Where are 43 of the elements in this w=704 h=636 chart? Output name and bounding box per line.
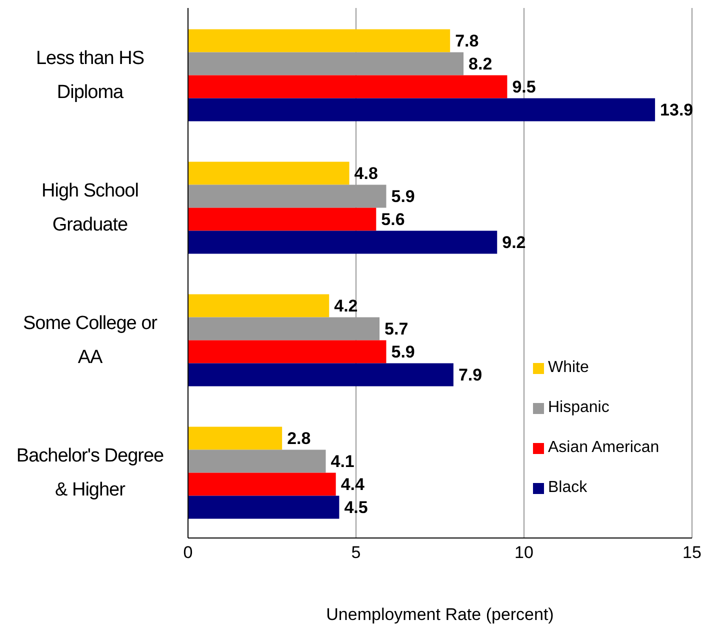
data-label: 4.1	[330, 452, 354, 472]
data-label: 5.6	[381, 210, 405, 230]
y-tick-label: Some College or AA	[22, 312, 158, 368]
x-tick-label: 5	[351, 543, 361, 562]
legend-label: Asian American	[548, 439, 660, 457]
bar	[188, 29, 450, 52]
x-tick-label: 10	[514, 543, 534, 562]
data-label: 5.7	[384, 320, 408, 339]
x-tick-label: 15	[682, 543, 702, 562]
legend-label: Hispanic	[548, 399, 610, 417]
bar	[188, 450, 326, 473]
x-axis-title: Unemployment Rate (percent)	[326, 605, 554, 624]
bar	[188, 230, 498, 254]
y-tick-label: Bachelor's Degree & Higher	[16, 445, 164, 500]
data-label: 7.8	[455, 32, 479, 51]
bar	[188, 426, 282, 450]
data-label: 9.5	[512, 78, 536, 97]
data-label: 7.9	[458, 366, 482, 385]
bar	[188, 472, 336, 496]
legend-label: White	[548, 359, 589, 377]
x-tick-label: 0	[183, 543, 193, 562]
bar	[188, 294, 330, 318]
data-label: 13.9	[660, 100, 694, 120]
bar	[188, 208, 376, 231]
data-label: 9.2	[502, 233, 526, 252]
data-label: 4.2	[334, 296, 358, 316]
y-tick-label: Less than HS Diploma	[36, 48, 144, 103]
data-label: 8.2	[468, 54, 492, 74]
bar	[188, 363, 454, 386]
data-label: 4.8	[354, 164, 378, 184]
legend-label: Black	[548, 479, 588, 497]
data-label: 5.9	[391, 342, 415, 362]
y-tick-label: High School Graduate	[42, 180, 138, 236]
bar	[188, 52, 464, 76]
bar	[188, 496, 340, 519]
bar	[188, 75, 508, 98]
bar	[188, 98, 656, 122]
data-label: 2.8	[287, 429, 311, 448]
data-label: 4.4	[340, 475, 366, 494]
bar	[188, 162, 350, 185]
data-label: 4.5	[344, 498, 368, 518]
data-label: 5.9	[391, 187, 415, 206]
bar	[188, 340, 386, 364]
